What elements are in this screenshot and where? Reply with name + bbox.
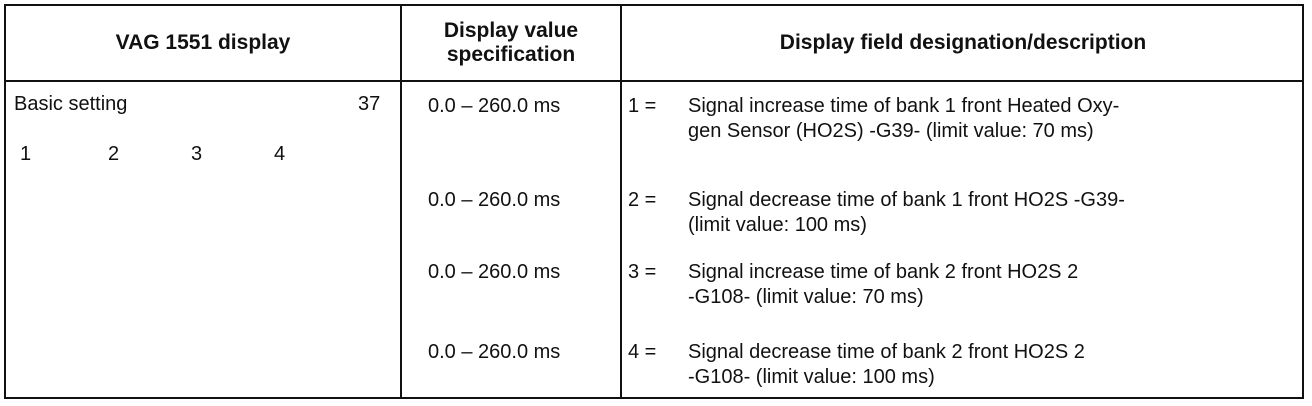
field-description-line1: Signal increase time of bank 2 front HO2… bbox=[688, 261, 1079, 283]
display-field-1: 1 bbox=[20, 143, 32, 165]
field-number: 2 = bbox=[628, 189, 657, 211]
display-field-2: 2 bbox=[108, 143, 120, 165]
spec-value: 0.0 – 260.0 ms bbox=[428, 95, 561, 117]
spec-value: 0.0 – 260.0 ms bbox=[428, 189, 561, 211]
field-description: Signal decrease time of bank 1 front HO2… bbox=[688, 188, 1125, 238]
field-description: Signal increase time of bank 2 front HO2… bbox=[688, 260, 1078, 310]
field-description-line2: -G108- (limit value: 70 ms) bbox=[688, 286, 924, 308]
display-field-4: 4 bbox=[274, 143, 286, 165]
header-vag-display: VAG 1551 display bbox=[115, 31, 291, 54]
header-display-value-line2: specification bbox=[446, 43, 576, 66]
header-display-value: Display value specification bbox=[402, 6, 620, 80]
header-description: Display field designation/description bbox=[779, 31, 1147, 54]
column-divider bbox=[620, 6, 622, 397]
field-number: 4 = bbox=[628, 341, 657, 363]
field-number: 3 = bbox=[628, 261, 657, 283]
field-description-line2: (limit value: 100 ms) bbox=[688, 214, 867, 236]
field-description: Signal decrease time of bank 2 front HO2… bbox=[688, 340, 1085, 390]
spec-value: 0.0 – 260.0 ms bbox=[428, 261, 561, 283]
field-description-line1: Signal decrease time of bank 1 front HO2… bbox=[688, 189, 1125, 211]
header-display-value-line1: Display value bbox=[443, 19, 579, 42]
field-description-line2: gen Sensor (HO2S) -G39- (limit value: 70… bbox=[688, 120, 1094, 142]
field-number: 1 = bbox=[628, 95, 657, 117]
field-description-line1: Signal increase time of bank 1 front Hea… bbox=[688, 95, 1120, 117]
basic-setting-label: Basic setting bbox=[14, 93, 128, 115]
field-description: Signal increase time of bank 1 front Hea… bbox=[688, 94, 1119, 144]
column-divider bbox=[400, 6, 402, 397]
field-description-line2: -G108- (limit value: 100 ms) bbox=[688, 366, 935, 388]
table-header bbox=[6, 6, 1302, 82]
display-field-3: 3 bbox=[191, 143, 203, 165]
display-group-number: 37 bbox=[358, 93, 381, 115]
field-description-line1: Signal decrease time of bank 2 front HO2… bbox=[688, 341, 1085, 363]
spec-value: 0.0 – 260.0 ms bbox=[428, 341, 561, 363]
specification-table: VAG 1551 display Display value specifica… bbox=[4, 4, 1304, 399]
